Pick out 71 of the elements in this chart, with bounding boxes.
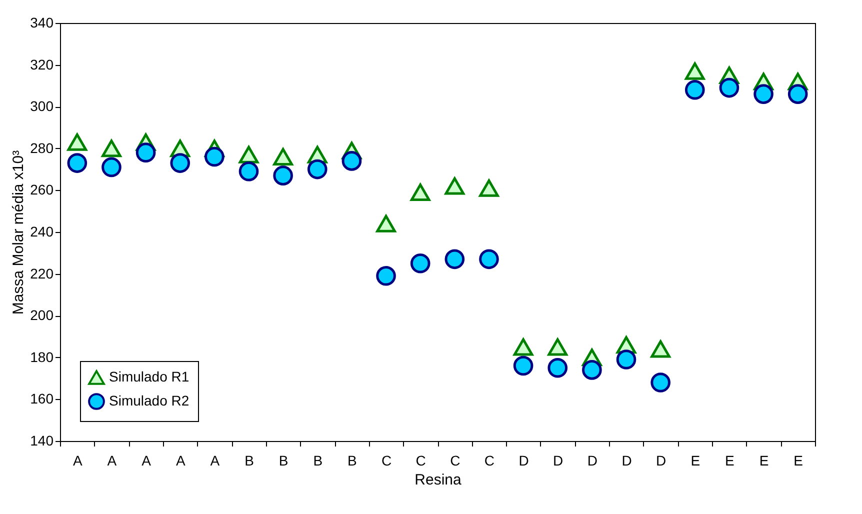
y-tick-label: 160	[30, 390, 54, 407]
y-tick-label: 220	[30, 265, 54, 282]
x-tick-label: D	[553, 452, 564, 468]
x-tick-label: A	[176, 452, 186, 468]
x-tick-label: C	[416, 452, 426, 468]
y-tick-label: 300	[30, 98, 54, 114]
y-tick-label: 180	[30, 348, 54, 365]
x-tick-label: C	[484, 452, 495, 468]
point	[238, 146, 259, 164]
x-tick-label: E	[794, 452, 804, 468]
point	[582, 360, 602, 380]
x-tick-label: B	[278, 452, 288, 468]
y-tick-label: 320	[30, 56, 54, 72]
x-tick-label: B	[244, 452, 254, 468]
x-tick-label: B	[313, 452, 323, 468]
x-tick-label: D	[587, 452, 598, 468]
point	[788, 84, 808, 104]
y-axis-title: Massa Molar média x10³	[10, 150, 28, 315]
x-tick-label: D	[518, 452, 529, 468]
y-tick-label: 260	[30, 182, 54, 198]
point	[410, 253, 430, 274]
point	[102, 157, 122, 178]
point	[410, 184, 430, 202]
x-tick-label: A	[72, 452, 83, 468]
x-tick-label: B	[348, 452, 357, 468]
point	[238, 161, 259, 182]
point	[479, 249, 499, 270]
point	[444, 177, 465, 195]
point	[342, 151, 362, 171]
x-tick-label: C	[381, 452, 392, 468]
point	[67, 133, 88, 151]
x-tick-label: E	[725, 452, 734, 468]
y-tick-label: 140	[30, 432, 54, 448]
x-tick-label: D	[656, 452, 666, 468]
point	[719, 78, 740, 98]
x-tick-label: C	[450, 452, 460, 468]
point	[650, 340, 670, 358]
point	[376, 266, 396, 286]
point	[204, 146, 224, 167]
point	[513, 338, 534, 356]
x-tick-label: A	[107, 452, 118, 468]
x-tick-label: A	[142, 452, 152, 468]
x-axis-title: Resina	[414, 472, 462, 488]
point	[754, 84, 774, 104]
point	[513, 356, 534, 376]
point	[273, 148, 293, 166]
point	[170, 153, 190, 173]
point	[273, 166, 293, 186]
y-tick-label: 200	[30, 307, 54, 324]
legend-label: Simulado R2	[109, 392, 190, 408]
point	[684, 80, 705, 100]
point	[479, 179, 499, 197]
point	[102, 140, 122, 158]
x-tick-label: D	[622, 452, 632, 468]
point	[650, 372, 670, 392]
legend-label: Simulado R1	[109, 368, 190, 384]
point	[616, 350, 636, 370]
point	[67, 153, 88, 173]
point	[444, 249, 465, 270]
y-tick-label: 280	[30, 140, 54, 156]
x-tick-label: E	[690, 452, 700, 468]
point	[548, 358, 568, 378]
x-tick-label: A	[210, 452, 220, 468]
y-tick-label: 240	[30, 224, 54, 240]
point	[684, 62, 705, 80]
point	[376, 214, 396, 232]
x-tick-label: E	[759, 452, 769, 468]
point	[136, 142, 156, 162]
y-tick-label: 340	[30, 14, 54, 30]
point	[307, 159, 328, 180]
point	[548, 338, 568, 356]
